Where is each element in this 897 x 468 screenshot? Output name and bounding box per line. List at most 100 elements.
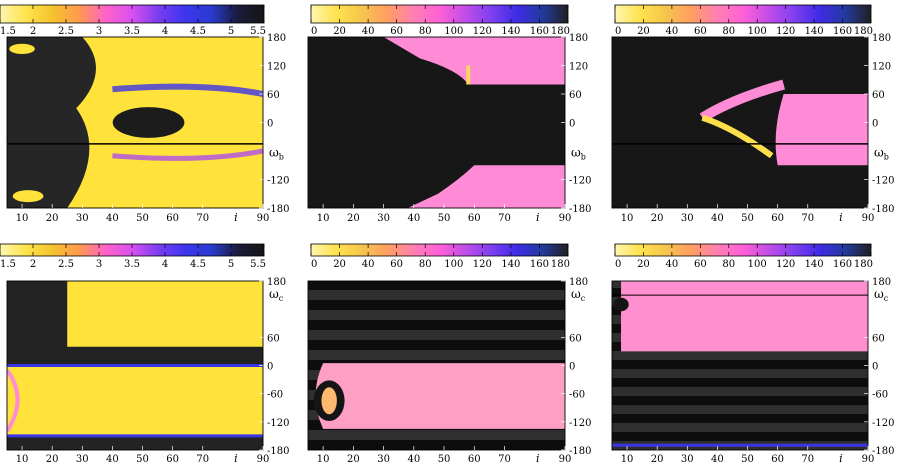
heatmap-region-yellow: [321, 387, 337, 415]
colorbar-tick-label: 0: [311, 259, 317, 270]
y-tick-label: -120: [569, 418, 591, 429]
x-tick-label: 30: [681, 454, 694, 465]
x-tick-label: 40: [407, 454, 420, 465]
x-tick-label: 20: [651, 213, 664, 224]
colorbar-tick-label: 20: [637, 259, 650, 270]
x-tick-label: 50: [136, 454, 149, 465]
x-tick-label: 50: [438, 213, 451, 224]
colorbar-tick-label: 160: [833, 26, 852, 37]
colorbar-tick-label: 5.5: [250, 259, 266, 270]
y-tick-label: 60: [569, 333, 582, 344]
y-tick-label: 180: [267, 33, 286, 44]
y-axis-label: ωc: [874, 287, 889, 303]
colorbar-tick-label: 80: [419, 26, 432, 37]
x-tick-label: 70: [498, 454, 511, 465]
x-tick-label: 10: [317, 213, 330, 224]
colorbar-tick-label: 60: [390, 259, 403, 270]
heatmap: [7, 37, 263, 208]
x-tick-label: 70: [196, 213, 209, 224]
y-tick-label: 0: [267, 119, 273, 130]
heatmap-region-yellow: [12, 190, 44, 203]
x-tick-label: 60: [166, 213, 179, 224]
colorbar-tick-label: 40: [666, 259, 679, 270]
y-axis-label: ωc: [269, 287, 284, 303]
x-tick-label: 40: [106, 454, 119, 465]
y-tick-label: -180: [267, 204, 289, 215]
y-tick-label: -60: [569, 390, 585, 401]
colorbar: [614, 4, 872, 24]
x-tick-label: 60: [771, 454, 784, 465]
colorbar-tick-label: 3: [96, 259, 102, 270]
heatmap-region-purple: [112, 148, 263, 161]
heatmap-region-yellow: [701, 114, 774, 159]
x-tick-label: 70: [196, 454, 209, 465]
y-tick-label: 0: [872, 362, 878, 373]
colorbar-tick-label: 120: [473, 259, 492, 270]
colorbar-tick-label: 140: [501, 259, 520, 270]
y-tick-label: -120: [872, 418, 894, 429]
x-tick-label: 10: [317, 454, 330, 465]
x-tick-label: 10: [621, 213, 634, 224]
colorbar-tick-label: 5: [228, 259, 234, 270]
colorbar-tick-label: 20: [333, 259, 346, 270]
y-tick-label: -120: [267, 418, 289, 429]
heatmap-region-pink: [315, 363, 565, 429]
colorbar-tick-label: 3.5: [124, 26, 140, 37]
colorbar-tick-label: 120: [776, 259, 795, 270]
heatmap-region-yellow: [67, 281, 263, 347]
x-tick-label: 60: [166, 454, 179, 465]
x-tick-label: 90: [862, 213, 875, 224]
colorbar-tick-label: 3: [96, 26, 102, 37]
y-tick-label: -180: [267, 446, 289, 457]
colorbar-tick-label: 40: [362, 259, 375, 270]
x-tick-label: 20: [347, 213, 360, 224]
y-tick-label: -180: [569, 446, 591, 457]
y-axis-label: ωb: [571, 146, 586, 162]
colorbar-tick-label: 180: [551, 26, 570, 37]
colorbar-tick-label: 80: [419, 259, 432, 270]
y-tick-label: -120: [569, 176, 591, 187]
colorbar-tick-label: 20: [333, 26, 346, 37]
heatmap-region-pink: [383, 37, 565, 85]
x-tick-label: 70: [801, 454, 814, 465]
x-tick-label: 10: [16, 213, 29, 224]
x-tick-label: 20: [46, 213, 59, 224]
heatmap: [308, 37, 565, 208]
colorbar-tick-label: 2: [30, 26, 36, 37]
y-tick-label: 120: [872, 62, 891, 73]
colorbar-tick-label: 140: [805, 259, 824, 270]
y-tick-label: 180: [569, 277, 588, 288]
colorbar-tick-label: 160: [530, 26, 549, 37]
heatmap-region-pink: [775, 94, 868, 166]
heatmap: [612, 37, 868, 208]
colorbar-tick-label: 100: [748, 26, 767, 37]
x-tick-label: 20: [46, 454, 59, 465]
heatmap: [308, 281, 565, 450]
x-tick-label: 30: [681, 213, 694, 224]
y-tick-label: 60: [569, 90, 582, 101]
y-tick-label: -180: [872, 446, 894, 457]
colorbar-tick-label: 3.5: [124, 259, 140, 270]
y-tick-label: 60: [872, 333, 885, 344]
colorbar-tick-label: 40: [362, 26, 375, 37]
colorbar-tick-label: 60: [390, 26, 403, 37]
y-tick-label: 180: [872, 277, 891, 288]
y-tick-label: -60: [267, 390, 283, 401]
x-tick-label: 10: [621, 454, 634, 465]
y-tick-label: 180: [569, 33, 588, 44]
heatmap-region-yellow: [9, 43, 35, 55]
y-tick-label: 180: [267, 277, 286, 288]
y-tick-label: -60: [872, 390, 888, 401]
colorbar-tick-label: 0: [615, 26, 621, 37]
y-tick-label: 0: [267, 362, 273, 373]
colorbar-tick-label: 60: [694, 26, 707, 37]
colorbar-tick-label: 1.5: [0, 26, 16, 37]
y-tick-label: 120: [569, 62, 588, 73]
colorbar-tick-label: 180: [854, 26, 873, 37]
colorbar-tick-label: 2.5: [58, 259, 74, 270]
x-axis-label: i: [536, 211, 540, 224]
colorbar-tick-label: 2: [30, 259, 36, 270]
